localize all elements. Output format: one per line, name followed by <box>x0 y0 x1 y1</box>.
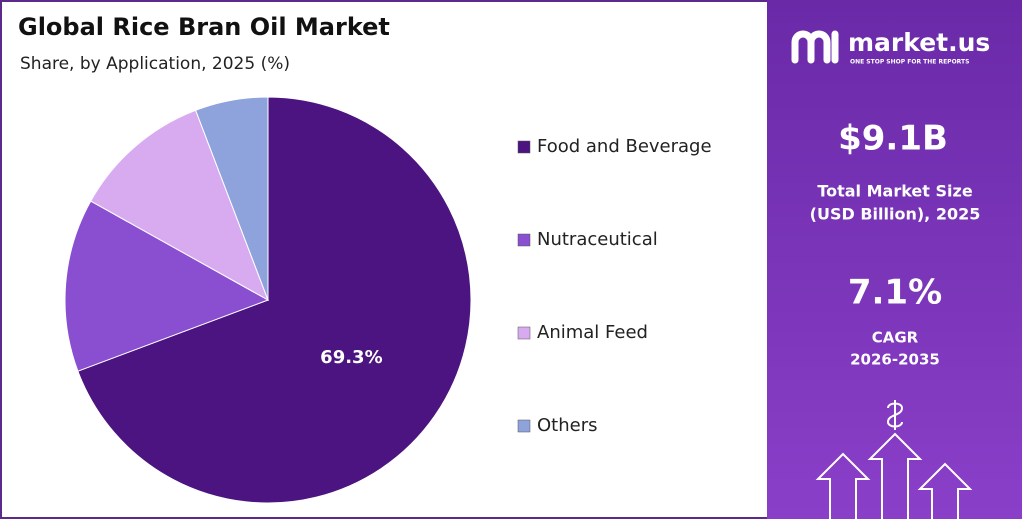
pie-slice <box>64 200 270 372</box>
legend-label: Food and Beverage <box>537 136 712 157</box>
legend-label: Nutraceutical <box>537 229 658 250</box>
cagr-period: 2026-2035 <box>850 351 940 369</box>
chart-subtitle: Share, by Application, 2025 (%) <box>20 54 290 74</box>
legend-label: Others <box>537 415 598 436</box>
legend-swatch <box>517 233 531 247</box>
legend: Food and Beverage Nutraceutical Animal Fee… <box>517 136 712 436</box>
data-label: 69.3% <box>320 347 382 368</box>
legend-swatch <box>517 140 531 154</box>
legend-swatch <box>517 326 531 340</box>
cagr-value: 7.1% <box>848 273 942 313</box>
market-size-label: (USD Billion), 2025 <box>810 205 981 224</box>
market-size: $9.1B <box>838 119 948 159</box>
brand-name: market.us <box>848 28 990 57</box>
brand-logo <box>791 30 839 64</box>
cagr-label: CAGR <box>872 329 919 347</box>
legend-swatch <box>517 419 531 433</box>
pie-slice <box>90 109 269 302</box>
chart-title: Global Rice Bran Oil Market <box>18 13 390 41</box>
market-size-label: Total Market Size <box>817 182 972 201</box>
legend-label: Animal Feed <box>537 322 648 343</box>
brand-tagline: ONE STOP SHOP FOR THE REPORTS <box>850 59 969 66</box>
pie: 69.3% <box>64 96 472 504</box>
arrows-decoration <box>815 400 973 519</box>
pie-slice <box>77 96 472 504</box>
pie-slice <box>195 96 269 301</box>
side-panel <box>767 0 1022 519</box>
